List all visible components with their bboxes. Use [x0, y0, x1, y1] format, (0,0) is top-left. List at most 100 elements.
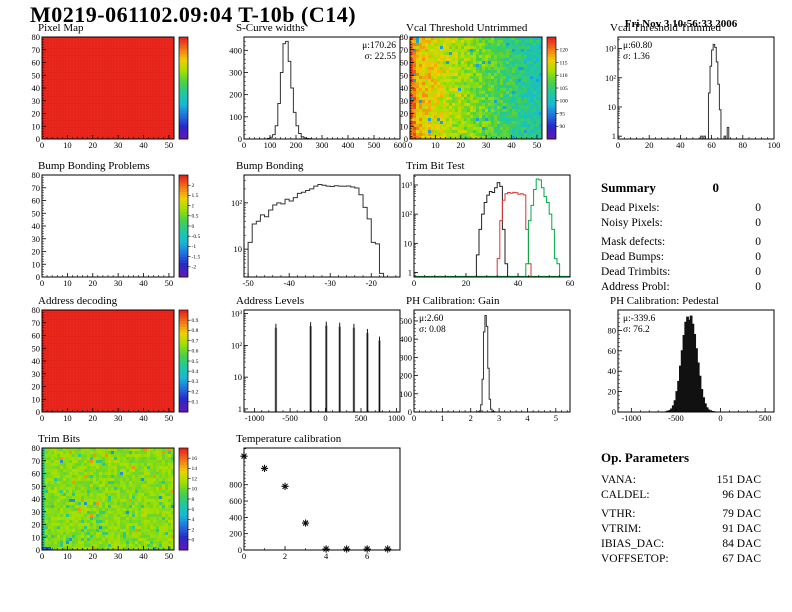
svg-text:20: 20: [608, 387, 617, 397]
svg-text:10: 10: [431, 140, 440, 150]
parameter-value: 84 DAC: [722, 538, 761, 550]
parameter-label: Mask defects:: [601, 236, 666, 248]
svg-text:50: 50: [165, 140, 174, 150]
svg-text:μ:-339.6: μ:-339.6: [623, 314, 656, 324]
svg-text:0.2: 0.2: [192, 389, 199, 395]
svg-text:30: 30: [32, 369, 41, 379]
svg-text:0: 0: [412, 413, 416, 423]
plot-title: Vcal Threshold Untrimmed: [406, 22, 528, 34]
svg-text:20: 20: [32, 382, 41, 392]
parameter-row: VTHR: 79 DAC: [601, 507, 761, 522]
svg-text:40: 40: [32, 83, 41, 93]
parameter-label: IBIAS_DAC:: [601, 538, 665, 550]
plot-bump-bonding-problems: Bump Bonding Problems 2 1.5 1 0.5 0 -0.5 -1 -1.…: [24, 160, 210, 290]
parameter-label: Noisy Pixels:: [601, 217, 663, 229]
address-levels-canvas: -1000 -500 0 500 1000 1 10 10² 10³: [231, 309, 405, 423]
parameter-label: Dead Pixels:: [601, 202, 660, 214]
plot-trim-bit-test: Trim Bit Test 0 20 40 60 1 10 10² 10³: [392, 160, 578, 290]
svg-text:-20: -20: [366, 278, 377, 288]
svg-text:μ:60.80: μ:60.80: [623, 41, 652, 51]
svg-text:50: 50: [32, 343, 41, 353]
svg-text:70: 70: [32, 318, 41, 328]
summary-total: 0: [712, 180, 720, 195]
svg-text:50: 50: [165, 551, 174, 561]
svg-text:100: 100: [264, 140, 277, 150]
svg-text:80: 80: [739, 140, 748, 150]
svg-text:2: 2: [469, 413, 473, 423]
vcal-untrimmed-canvas: 120 115 110 105 100 95 90 0 10 20 30 40 50 0 10 20 30 40 5…: [400, 34, 569, 150]
plot-address-levels: Address Levels -1000 -500 0 500 1000 1 10 10² 10…: [222, 295, 408, 425]
svg-text:0: 0: [242, 140, 246, 150]
bump-problems-canvas: 2 1.5 1 0.5 0 -0.5 -1 -1.5 -2 0 10 20 30 40 50 0 10 20 30 4…: [32, 172, 201, 288]
svg-text:40: 40: [139, 140, 148, 150]
svg-text:-2: -2: [192, 265, 197, 271]
svg-text:0.5: 0.5: [192, 214, 199, 220]
svg-text:10: 10: [63, 413, 72, 423]
plot-title: PH Calibration: Gain: [406, 295, 500, 307]
svg-text:0: 0: [238, 545, 242, 555]
ph-gain-canvas: 0 1 2 3 4 5 0 100 200 300 400 500 μ:2.60σ: 0.08: [399, 309, 571, 423]
plot-title: Trim Bit Test: [406, 160, 465, 172]
parameter-label: VTHR:: [601, 508, 636, 520]
plot-title: Pixel Map: [38, 22, 84, 34]
plot-title: Trim Bits: [38, 433, 81, 445]
svg-text:200: 200: [229, 529, 242, 539]
svg-text:0.3: 0.3: [192, 379, 199, 385]
svg-text:500: 500: [368, 140, 381, 150]
bump-bonding-canvas: -50 -40 -30 -20 10 10²: [231, 174, 401, 288]
svg-text:-1000: -1000: [245, 413, 265, 423]
svg-text:100: 100: [399, 389, 412, 399]
svg-text:400: 400: [342, 140, 355, 150]
svg-text:10: 10: [63, 140, 72, 150]
svg-text:30: 30: [32, 507, 41, 517]
parameter-row: Dead Pixels: 0: [601, 201, 761, 216]
svg-text:10: 10: [63, 278, 72, 288]
svg-text:-50: -50: [242, 278, 253, 288]
parameter-label: VTRIM:: [601, 523, 642, 535]
svg-text:70: 70: [32, 456, 41, 466]
svg-text:1.5: 1.5: [192, 193, 199, 199]
svg-text:120: 120: [560, 48, 569, 54]
svg-text:10: 10: [32, 532, 41, 542]
plot-title: Temperature calibration: [236, 433, 342, 445]
plot-title: PH Calibration: Pedestal: [610, 295, 719, 307]
svg-text:400: 400: [229, 512, 242, 522]
svg-text:40: 40: [32, 356, 41, 366]
svg-text:40: 40: [139, 551, 148, 561]
plot-title: Address decoding: [38, 295, 118, 307]
svg-text:10: 10: [32, 259, 41, 269]
summary-title: Summary: [601, 180, 656, 195]
svg-text:0: 0: [412, 278, 416, 288]
svg-text:0: 0: [242, 551, 246, 561]
svg-text:10: 10: [234, 244, 243, 254]
parameter-label: VANA:: [601, 474, 636, 486]
svg-text:10³: 10³: [231, 309, 243, 319]
parameter-value: 0: [755, 217, 761, 229]
parameter-value: 0: [755, 281, 761, 293]
svg-text:0.7: 0.7: [192, 338, 199, 344]
plot-pixel-map: Pixel Map 0 10 20 30 40 50 0 10 20 30 40 50 60 70 80: [24, 22, 210, 152]
svg-text:0: 0: [36, 272, 40, 282]
plot-address-decoding: Address decoding 0.9 0.8 0.7 0.6 0.5 0.4 0.3 0.…: [24, 295, 210, 425]
svg-text:0: 0: [616, 140, 620, 150]
svg-text:0: 0: [40, 413, 44, 423]
svg-text:300: 300: [399, 352, 412, 362]
svg-text:20: 20: [89, 551, 98, 561]
svg-text:30: 30: [114, 551, 123, 561]
parameter-row: Noisy Pixels: 0: [601, 216, 761, 231]
svg-text:40: 40: [676, 140, 685, 150]
svg-text:1: 1: [440, 413, 444, 423]
svg-text:2: 2: [283, 551, 287, 561]
svg-text:10: 10: [608, 102, 617, 112]
svg-text:0: 0: [40, 278, 44, 288]
svg-text:μ:2.60: μ:2.60: [419, 314, 444, 324]
svg-text:40: 40: [32, 221, 41, 231]
svg-text:1: 1: [238, 404, 242, 414]
op-parameters-block: Op. Parameters VANA: 151 DAC CALDEL: 96 DAC…: [601, 450, 761, 567]
svg-text:6: 6: [192, 507, 195, 513]
svg-text:0: 0: [40, 551, 44, 561]
svg-text:10²: 10²: [605, 73, 617, 83]
svg-text:0: 0: [40, 140, 44, 150]
svg-text:80: 80: [400, 34, 409, 42]
